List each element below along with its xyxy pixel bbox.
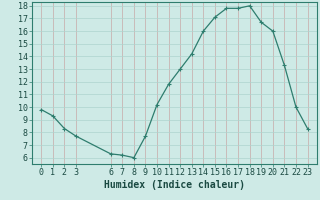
X-axis label: Humidex (Indice chaleur): Humidex (Indice chaleur) <box>104 180 245 190</box>
